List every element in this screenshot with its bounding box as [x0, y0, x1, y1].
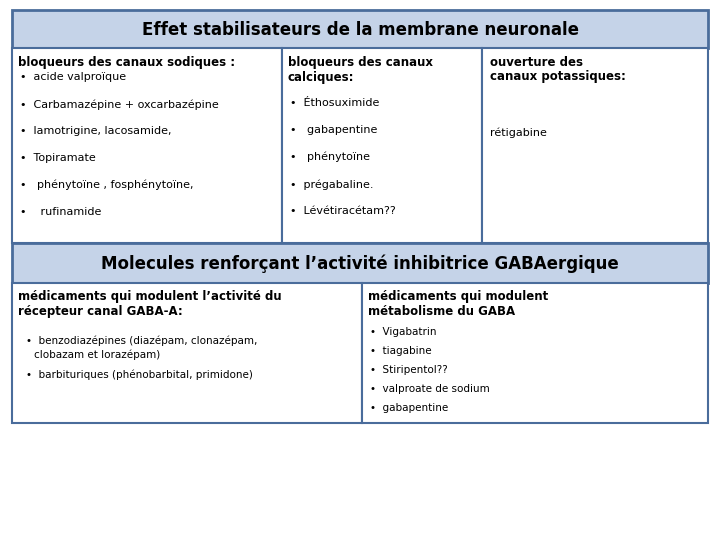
- Text: bloqueurs des canaux
calciques:: bloqueurs des canaux calciques:: [288, 56, 433, 84]
- Text: bloqueurs des canaux sodiques :: bloqueurs des canaux sodiques :: [18, 56, 235, 69]
- Text: •  lamotrigine, lacosamide,: • lamotrigine, lacosamide,: [20, 126, 171, 136]
- Text: •  Lévétiracétam??: • Lévétiracétam??: [290, 206, 396, 216]
- Text: •   gabapentine: • gabapentine: [290, 125, 377, 135]
- Text: •  prégabaline.: • prégabaline.: [290, 179, 374, 190]
- Text: •  Stiripentol??: • Stiripentol??: [370, 365, 448, 375]
- FancyBboxPatch shape: [12, 48, 282, 243]
- Text: ouverture des: ouverture des: [490, 56, 583, 69]
- Text: •  Éthosuximide: • Éthosuximide: [290, 98, 379, 108]
- Text: •  Topiramate: • Topiramate: [20, 153, 96, 163]
- Text: •  Carbamazépine + oxcarbazépine: • Carbamazépine + oxcarbazépine: [20, 99, 219, 110]
- Text: rétigabine: rétigabine: [490, 128, 547, 138]
- Text: •  benzodiazépines (diazépam, clonazépam,: • benzodiazépines (diazépam, clonazépam,: [26, 335, 257, 346]
- Text: Molecules renforçant l’activité inhibitrice GABAergique: Molecules renforçant l’activité inhibitr…: [101, 255, 619, 273]
- FancyBboxPatch shape: [282, 48, 482, 243]
- Text: médicaments qui modulent
métabolisme du GABA: médicaments qui modulent métabolisme du …: [368, 290, 548, 318]
- Text: •  acide valproïque: • acide valproïque: [20, 72, 126, 82]
- Text: •   phénytoïne , fosphénytoïne,: • phénytoïne , fosphénytoïne,: [20, 180, 194, 191]
- Text: clobazam et lorazépam): clobazam et lorazépam): [34, 349, 161, 360]
- Text: •    rufinamide: • rufinamide: [20, 207, 102, 217]
- Text: •  tiagabine: • tiagabine: [370, 346, 431, 356]
- FancyBboxPatch shape: [12, 10, 708, 48]
- Text: •  Vigabatrin: • Vigabatrin: [370, 327, 436, 337]
- FancyBboxPatch shape: [362, 283, 708, 423]
- Text: •  barbituriques (phénobarbital, primidone): • barbituriques (phénobarbital, primidon…: [26, 369, 253, 380]
- Text: •  valproate de sodium: • valproate de sodium: [370, 384, 490, 394]
- FancyBboxPatch shape: [12, 243, 708, 283]
- Text: canaux potassiques:: canaux potassiques:: [490, 70, 626, 83]
- Text: Effet stabilisateurs de la membrane neuronale: Effet stabilisateurs de la membrane neur…: [142, 21, 578, 39]
- Text: médicaments qui modulent l’activité du
récepteur canal GABA-A:: médicaments qui modulent l’activité du r…: [18, 290, 282, 318]
- Text: •   phénytoïne: • phénytoïne: [290, 152, 370, 163]
- FancyBboxPatch shape: [12, 283, 362, 423]
- FancyBboxPatch shape: [482, 48, 708, 243]
- Text: •  gabapentine: • gabapentine: [370, 403, 449, 413]
